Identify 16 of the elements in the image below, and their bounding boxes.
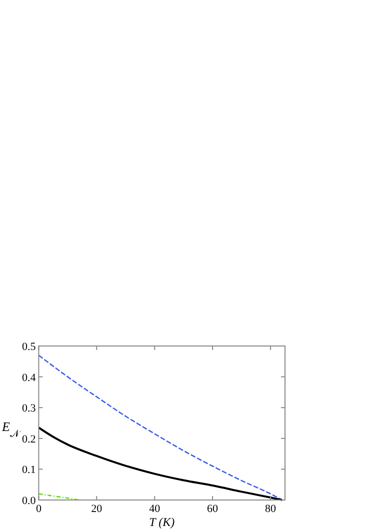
x-tick-label: 20 [91,503,103,515]
x-tick-label: 60 [207,503,219,515]
y-tick-label: 0.3 [22,402,36,415]
x-tick-label: 0 [36,503,42,515]
x-tick-label: 40 [149,503,161,515]
y-tick-label: 0.5 [22,341,36,353]
y-tick-label: 0.2 [22,433,36,446]
line-series [38,354,283,501]
x-tick-label: 80 [265,503,277,515]
line-series [38,493,80,501]
line-series [38,426,284,501]
y-axis-title: E$_{𝒩}$ [1,419,21,440]
y-tick-label: 0.1 [22,464,36,476]
y-tick-label: 0.0 [22,495,36,507]
y-tick-label: 0.4 [22,372,36,384]
x-axis-title: T (K) [149,515,175,529]
